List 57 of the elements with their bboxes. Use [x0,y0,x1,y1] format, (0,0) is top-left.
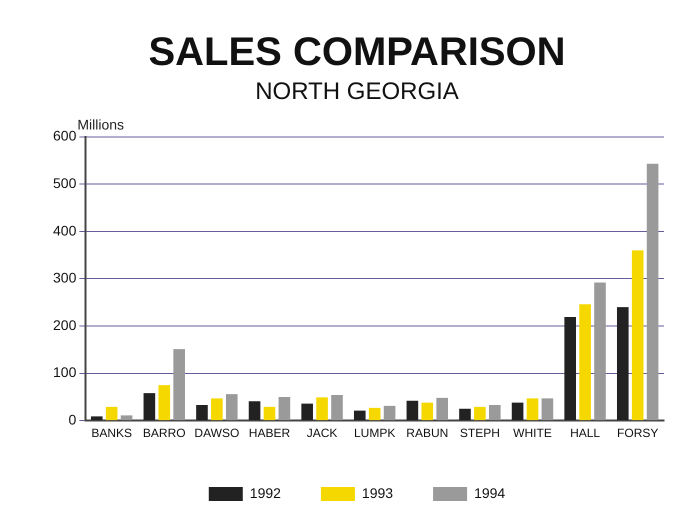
bar [90,416,103,420]
bar [211,398,223,420]
chart-title: SALES COMPARISON [148,30,566,74]
x-tick-label: BANKS [91,426,132,440]
legend-label: 1993 [362,484,394,501]
bar [106,406,118,420]
bar [264,406,276,420]
y-tick-label: 100 [53,364,77,380]
bar [354,410,366,420]
bar [158,385,170,420]
bar [616,307,629,420]
bar [301,404,313,420]
chart-subtitle: NORTH GEORGIA [255,78,459,106]
bar [368,408,380,420]
bar [564,317,576,420]
x-tick-label: HALL [570,426,600,440]
x-tick-label: WHITE [513,426,552,440]
x-tick-label: LUMPK [354,426,396,440]
bar [646,164,658,420]
x-tick-label: DAWSO [194,426,240,440]
y-tick-label: 0 [68,411,77,428]
bar [331,395,343,420]
bar [316,397,328,420]
x-tick-label: RABUN [406,426,448,440]
bar [474,406,486,420]
y-tick-label: 500 [53,174,77,191]
bar [594,282,606,420]
bar [436,398,448,420]
bar [196,404,208,420]
y-axis-title: Millions [77,116,124,133]
x-tick-label: FORSY [617,426,658,440]
legend-label: 1994 [474,484,506,501]
x-tick-label: STEPH [460,426,500,440]
bar [384,406,396,420]
bar [512,402,524,420]
legend-label: 1992 [250,484,282,501]
y-tick-label: 200 [53,316,77,333]
bar [488,404,501,420]
bar [459,408,471,420]
bar [278,396,290,420]
y-tick-label: 400 [53,222,77,238]
x-tick-label: HABER [248,426,290,440]
bar [632,250,644,420]
bar [579,304,591,420]
y-tick-label: 600 [53,128,77,144]
x-tick-label: JACK [306,426,338,440]
bar [542,398,554,420]
bar [120,415,132,420]
bar [144,393,156,420]
bar [421,402,434,420]
bar [226,394,238,420]
bar [248,401,260,420]
x-tick-label: BARRO [142,426,186,440]
bar [173,349,185,420]
bar [526,398,538,420]
bar [406,400,418,420]
y-tick-label: 300 [53,270,77,286]
